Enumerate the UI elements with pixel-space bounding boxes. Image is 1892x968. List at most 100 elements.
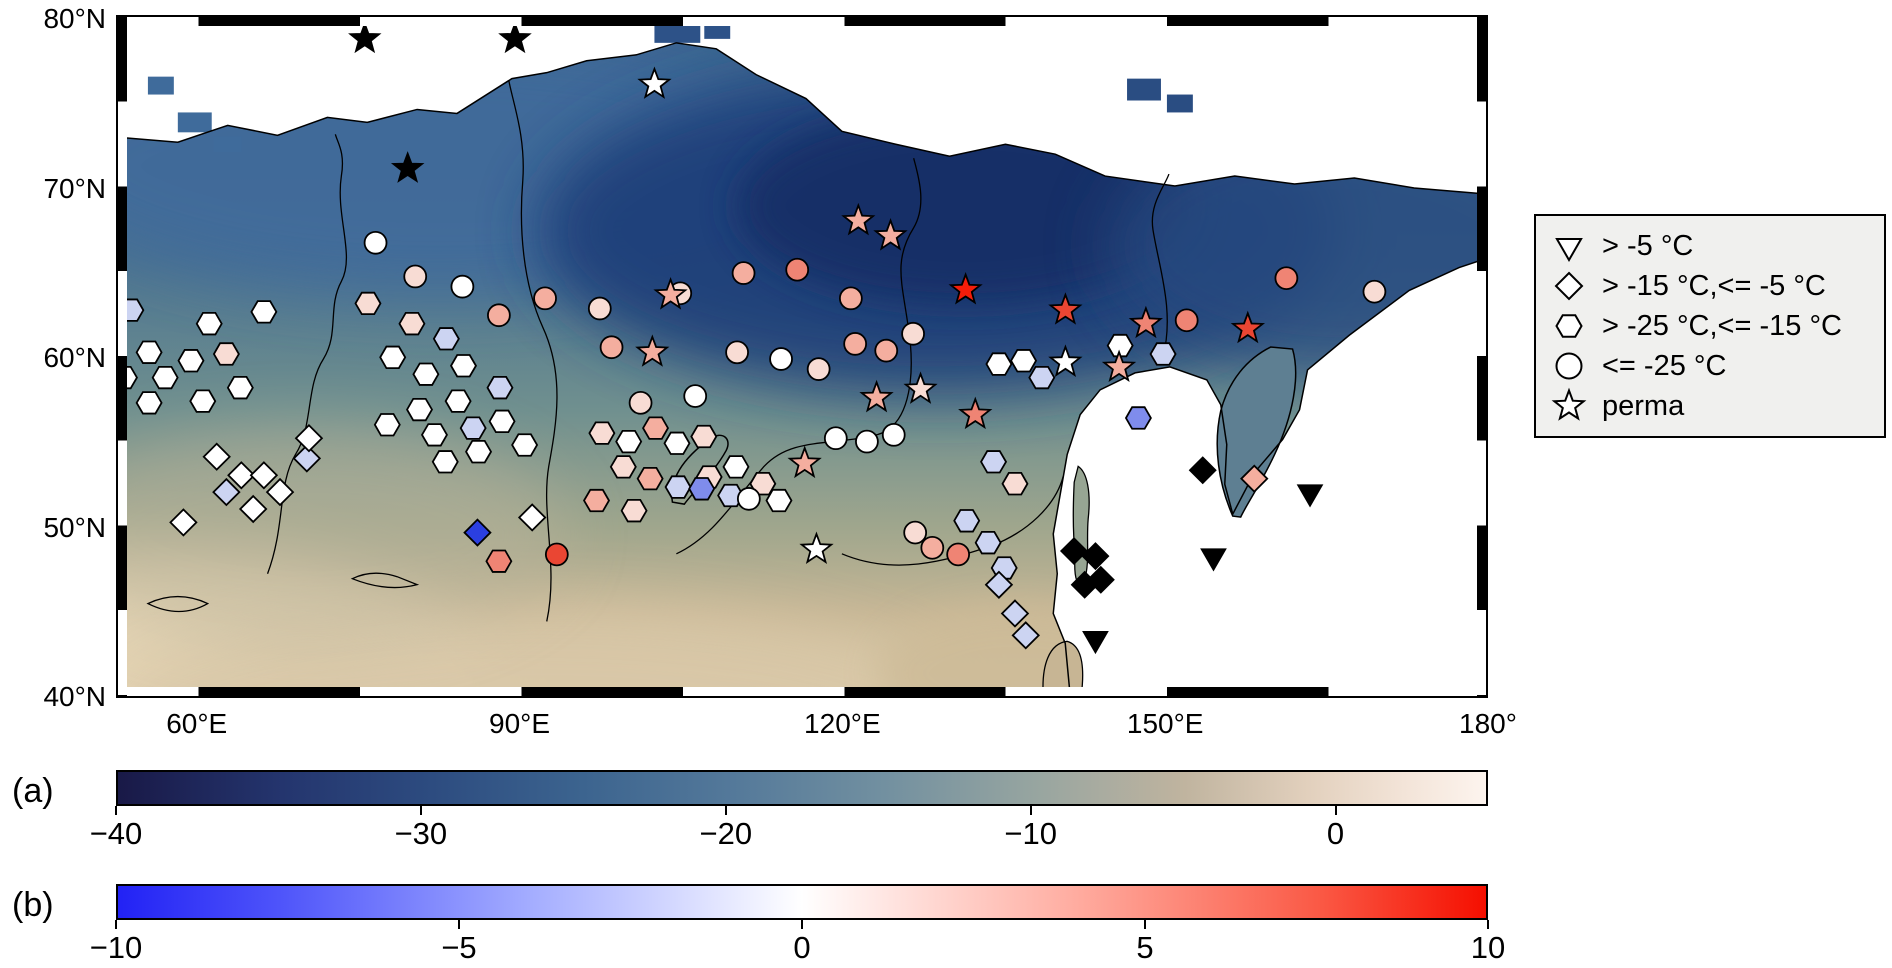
map-marker-hexagon (615, 429, 643, 454)
map-marker-star (653, 276, 688, 310)
colorbar-tick-label: −10 (1004, 816, 1057, 851)
map-marker-diamond (212, 477, 241, 507)
map-marker-hexagon (1124, 406, 1152, 430)
map-frame-top (118, 17, 1486, 26)
map-marker-diamond (463, 518, 492, 547)
legend-item-hexagon: > -25 °C,<= -15 °C (1548, 306, 1872, 346)
map-marker-hexagon (406, 397, 434, 422)
map-marker-hexagon (135, 391, 163, 415)
map-marker-hexagon (511, 433, 539, 457)
pacific-coastline (1052, 257, 1486, 696)
map-marker-circle (450, 274, 475, 299)
map-marker-hexagon (412, 362, 440, 386)
map-marker-hexagon (717, 483, 745, 508)
map-marker-hexagon (1028, 365, 1056, 390)
map-marker-hexagon (488, 409, 516, 434)
map-marker-diamond (249, 461, 279, 490)
map-marker-star (903, 371, 938, 404)
map-marker-hexagon (373, 413, 401, 437)
map-marker-hexagon (765, 488, 793, 513)
legend-item-label: > -25 °C,<= -15 °C (1602, 309, 1843, 342)
hexagon-icon (1555, 314, 1583, 338)
colorbar-tick (801, 920, 803, 929)
lon-tick-label: 180° (1459, 708, 1517, 739)
map-marker-diamond (1188, 456, 1217, 485)
map-marker-circle (769, 347, 793, 371)
map-marker-star (859, 379, 894, 413)
map-marker-circle (946, 542, 971, 567)
map-marker-hexagon (722, 455, 750, 479)
colorbar-a-gradient (116, 770, 1488, 806)
colorbar-tick (1334, 806, 1337, 815)
map-marker-circle (1362, 279, 1387, 304)
map-marker-hexagon (459, 416, 487, 440)
map-marker-hexagon (953, 509, 981, 533)
station-markers (118, 21, 1387, 655)
map-marker-hexagon (226, 375, 254, 400)
map-marker-hexagon (379, 345, 407, 370)
lat-tick-label: 40°N (43, 681, 106, 712)
map-marker-diamond (238, 494, 268, 524)
map-figure (116, 15, 1488, 698)
map-marker-hexagon (354, 291, 382, 316)
colorbar-tick (724, 806, 727, 815)
map-marker-star (1128, 305, 1163, 339)
map-marker-star (873, 218, 908, 251)
map-marker-star (799, 531, 834, 564)
map-marker-hexagon (486, 375, 514, 400)
map-marker-star (958, 396, 993, 430)
colorbar-tick (1029, 806, 1032, 815)
colorbar-tick (115, 920, 117, 929)
map-marker-star (1230, 310, 1266, 344)
map-marker-hexagon (582, 488, 610, 513)
map-frame-right (1477, 17, 1486, 696)
map-marker-circle (736, 487, 761, 511)
map-marker-hexagon (465, 440, 493, 464)
map-marker-circle (533, 286, 557, 311)
map-marker-hexagon (1106, 333, 1134, 358)
lat-tick-label: 70°N (43, 172, 106, 204)
colorbar-a: −40 −30 −20 −10 0 (90, 770, 1488, 851)
map-marker-diamond (1011, 621, 1040, 650)
map-marker-hexagon (974, 530, 1002, 555)
panel-label-b: (b) (12, 886, 54, 924)
map-marker-hexagon (985, 352, 1013, 376)
legend-item-label: <= -25 °C (1602, 349, 1727, 382)
sakhalin-island (1072, 465, 1090, 585)
lon-tick-label: 60°E (166, 708, 228, 739)
colorbar-tick-label: 0 (1326, 816, 1345, 851)
map-marker-circle (587, 296, 612, 321)
map-marker-hexagon (420, 423, 448, 447)
legend-item-star: perma (1548, 386, 1872, 426)
map-marker-star (787, 445, 822, 479)
colorbar-tick-label: 10 (1470, 930, 1506, 965)
map-marker-hexagon (690, 424, 718, 449)
legend-item-circle: <= -25 °C (1548, 346, 1872, 386)
map-marker-triangle-down (1082, 631, 1109, 655)
map-marker-hexagon (485, 549, 513, 573)
map-marker-hexagon (664, 475, 692, 499)
lake-balkhash (350, 572, 420, 589)
map-marker-diamond (984, 570, 1014, 599)
map-marker-star (390, 151, 425, 183)
ob-river (266, 134, 348, 574)
legend-item-label: > -15 °C,<= -5 °C (1602, 269, 1826, 302)
map-marker-hexagon (620, 498, 648, 523)
map-marker-hexagon (688, 477, 716, 501)
circle-icon (1555, 352, 1583, 380)
map-marker-star (948, 272, 983, 305)
map-marker-diamond (292, 444, 322, 473)
map-marker-diamond (294, 424, 324, 453)
lon-tick-label: 90°E (489, 708, 551, 739)
colorbar-tick-label: −40 (89, 816, 143, 851)
map-marker-diamond (1000, 599, 1030, 628)
colorbar-tick (1487, 920, 1489, 929)
map-marker-circle (725, 340, 749, 365)
map-marker-circle (874, 338, 899, 363)
map-marker-hexagon (135, 340, 163, 364)
map-marker-circle (855, 429, 879, 454)
panel-label-a: (a) (12, 772, 54, 810)
map-marker-star (1048, 292, 1083, 325)
map-marker-diamond (517, 503, 547, 532)
map-marker-diamond (1240, 464, 1269, 493)
